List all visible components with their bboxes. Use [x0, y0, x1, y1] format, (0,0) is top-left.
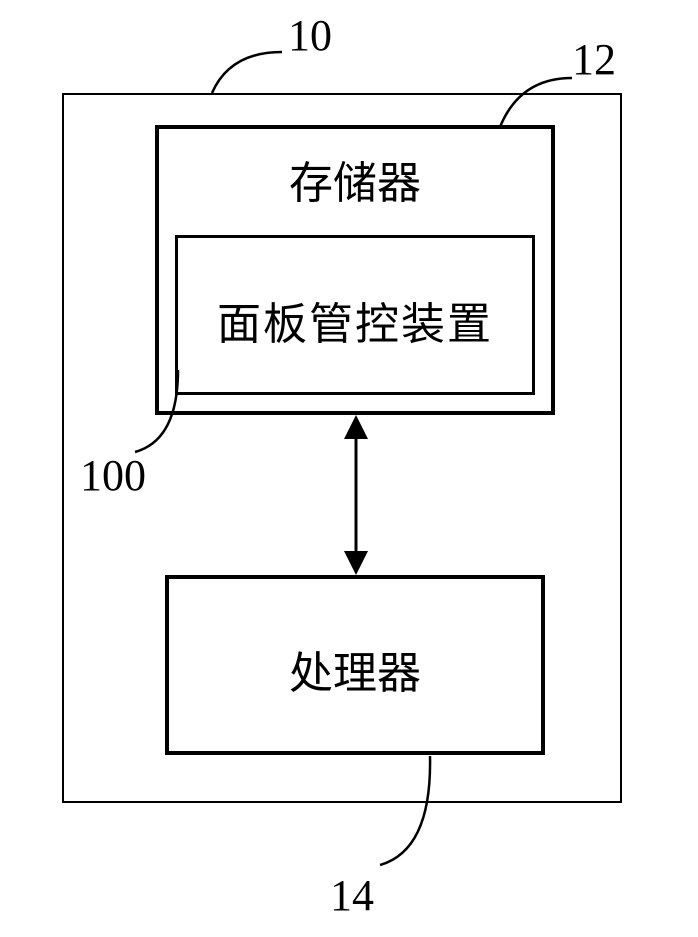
processor-box: 处理器 — [165, 575, 545, 755]
ref-label-100: 100 — [80, 450, 146, 501]
bidir-arrow — [340, 415, 380, 577]
memory-title: 存储器 — [159, 147, 551, 211]
panel-control-title: 面板管控装置 — [178, 288, 532, 352]
panel-control-box: 面板管控装置 — [175, 235, 535, 395]
ref-label-10: 10 — [288, 10, 332, 61]
processor-title: 处理器 — [169, 637, 541, 701]
diagram-canvas: 存储器 面板管控装置 处理器 10 12 100 14 — [0, 0, 698, 937]
ref-label-12: 12 — [572, 34, 616, 85]
ref-label-14: 14 — [330, 870, 374, 921]
